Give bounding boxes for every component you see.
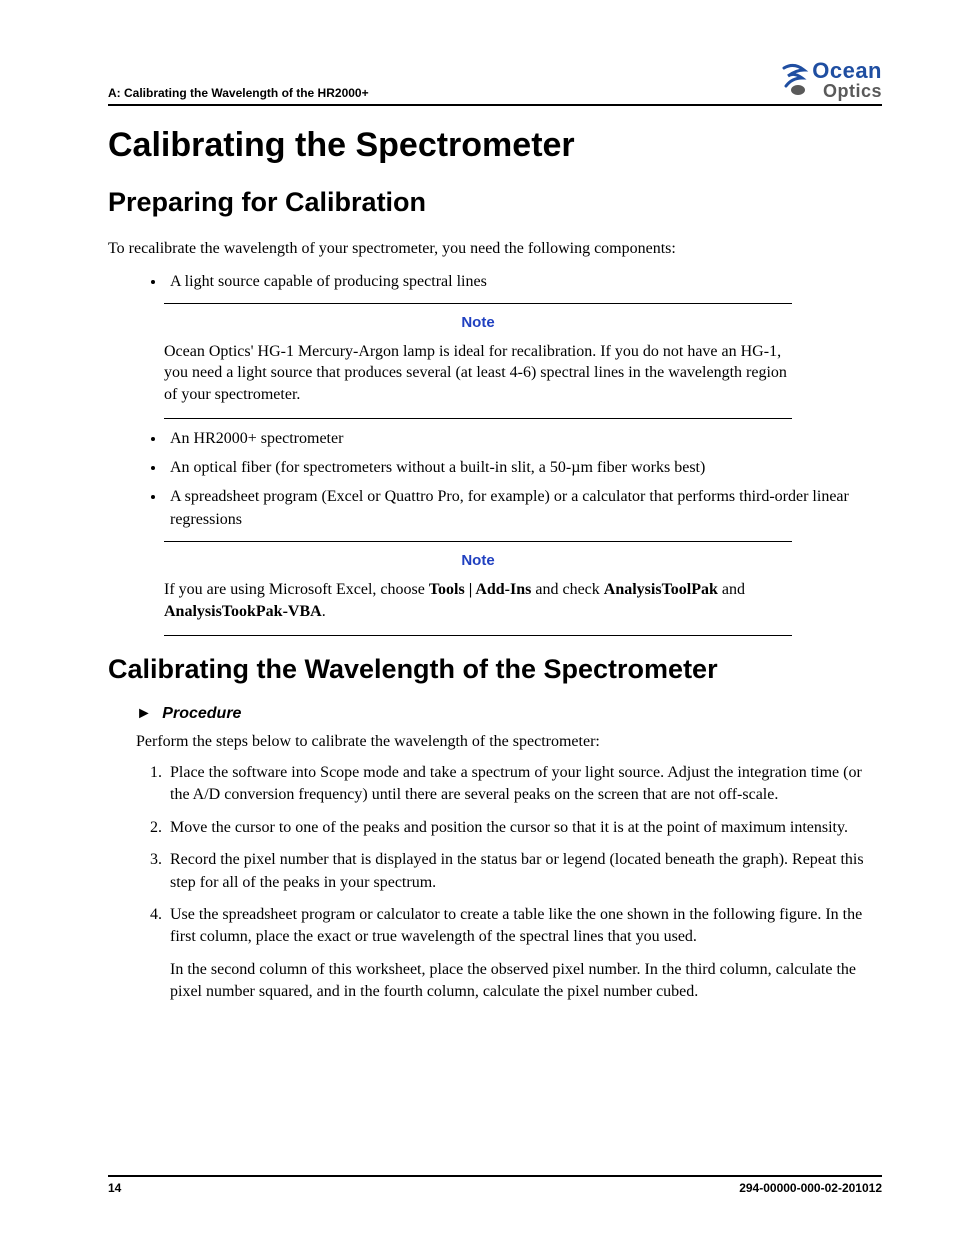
note-block-2: Note If you are using Microsoft Excel, c…: [164, 541, 792, 635]
note2-bold2: AnalysisToolPak: [604, 581, 718, 598]
note2-bold3: AnalysisTookPak-VBA: [164, 603, 322, 620]
page-header: A: Calibrating the Wavelength of the HR2…: [108, 60, 882, 106]
note-label: Note: [164, 552, 792, 569]
bullet-fiber: An optical fiber (for spectrometers with…: [166, 456, 882, 479]
note2-mid2: and: [718, 581, 745, 598]
page-title: Calibrating the Spectrometer: [108, 126, 882, 165]
procedure-steps: Place the software into Scope mode and t…: [108, 762, 882, 1004]
procedure-heading: ► Procedure: [136, 705, 882, 723]
section-tag: A: Calibrating the Wavelength of the HR2…: [108, 86, 369, 100]
document-number: 294-00000-000-02-201012: [739, 1181, 882, 1195]
note-rule-bottom: [164, 635, 792, 636]
note-rule-bottom: [164, 418, 792, 419]
subheading-calibrating: Calibrating the Wavelength of the Spectr…: [108, 654, 882, 685]
note-rule-top: [164, 303, 792, 304]
bullet-fiber-pre: An optical fiber (for spectrometers with…: [170, 459, 571, 476]
page-number: 14: [108, 1181, 121, 1195]
bullet-fiber-post: m fiber works best): [580, 459, 705, 476]
step-2: Move the cursor to one of the peaks and …: [166, 817, 882, 839]
bullet-spreadsheet: A spreadsheet program (Excel or Quattro …: [166, 485, 882, 531]
page-footer: 14 294-00000-000-02-201012: [108, 1175, 882, 1195]
logo-line2: Optics: [812, 82, 882, 100]
brand-logo: Ocean Optics: [780, 60, 882, 100]
subheading-preparing: Preparing for Calibration: [108, 187, 882, 218]
step-4b: In the second column of this worksheet, …: [170, 959, 882, 1004]
logo-line1: Ocean: [812, 58, 882, 83]
procedure-intro: Perform the steps below to calibrate the…: [136, 731, 882, 753]
note2-post: .: [322, 603, 326, 620]
step-4a: Use the spreadsheet program or calculato…: [170, 906, 862, 945]
wave-icon: [780, 60, 810, 100]
note2-pre: If you are using Microsoft Excel, choose: [164, 581, 429, 598]
note-block-1: Note Ocean Optics' HG-1 Mercury-Argon la…: [164, 303, 792, 419]
note2-mid1: and check: [531, 581, 603, 598]
triangle-right-icon: ►: [136, 705, 152, 723]
document-page: A: Calibrating the Wavelength of the HR2…: [0, 0, 954, 1235]
bullet-spectrometer: An HR2000+ spectrometer: [166, 427, 882, 450]
step-1: Place the software into Scope mode and t…: [166, 762, 882, 807]
bullet-light-source: A light source capable of producing spec…: [166, 270, 882, 293]
note-body: If you are using Microsoft Excel, choose…: [164, 579, 792, 622]
step-3: Record the pixel number that is displaye…: [166, 849, 882, 894]
logo-text: Ocean Optics: [812, 60, 882, 100]
step-4: Use the spreadsheet program or calculato…: [166, 904, 882, 1004]
components-list-1: A light source capable of producing spec…: [108, 270, 882, 293]
note2-bold1: Tools | Add-Ins: [429, 581, 532, 598]
procedure-label: Procedure: [162, 705, 241, 722]
intro-paragraph: To recalibrate the wavelength of your sp…: [108, 238, 882, 260]
components-list-2: An HR2000+ spectrometer An optical fiber…: [108, 427, 882, 532]
note-body: Ocean Optics' HG-1 Mercury-Argon lamp is…: [164, 341, 792, 406]
note-label: Note: [164, 314, 792, 331]
note-rule-top: [164, 541, 792, 542]
